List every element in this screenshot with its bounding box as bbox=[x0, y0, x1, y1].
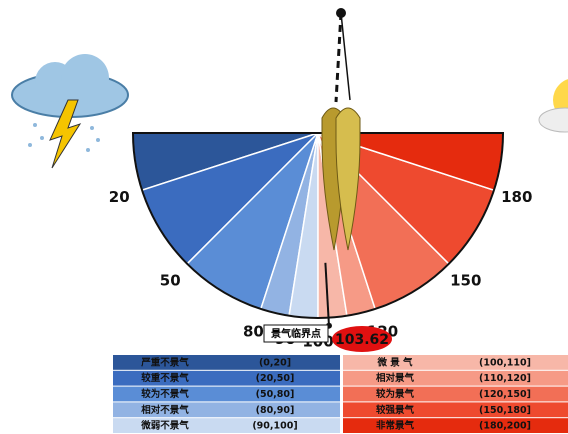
sector-range: (80,90] bbox=[256, 405, 295, 416]
sector-range: (180,200] bbox=[479, 421, 531, 432]
tick-label: 150 bbox=[450, 271, 481, 289]
tick-label: 80 bbox=[243, 322, 264, 340]
sector-name: 微弱不景气 bbox=[140, 420, 189, 432]
sun-icon bbox=[539, 78, 568, 132]
sector-name: 微 景 气 bbox=[376, 356, 413, 368]
sector-name: 非常景气 bbox=[376, 420, 415, 432]
sector-name: 严重不景气 bbox=[140, 356, 189, 368]
sector-name: 较为景气 bbox=[376, 388, 415, 400]
sector-name: 相对景气 bbox=[376, 372, 415, 384]
tick-label: 50 bbox=[160, 271, 181, 289]
sector-range: (100,110] bbox=[479, 357, 531, 368]
sector-name: 较强景气 bbox=[376, 404, 415, 416]
sector-range: (110,120] bbox=[479, 373, 531, 384]
gauge-chart: 20508090100110120150180 景气临界点103.62 严重不景… bbox=[0, 0, 568, 434]
sector-range: (0,20] bbox=[259, 357, 291, 368]
sector-range: (50,80] bbox=[256, 389, 295, 400]
sector-name: 较为不景气 bbox=[141, 388, 189, 400]
tick-label: 20 bbox=[109, 188, 130, 206]
sector-range: (20,50] bbox=[256, 373, 295, 384]
sector-range: (150,180] bbox=[479, 405, 531, 416]
sector-range: (90,100] bbox=[252, 421, 297, 432]
sector-name: 相对不景气 bbox=[141, 404, 189, 416]
sector-name: 较重不景气 bbox=[141, 372, 189, 384]
sector-range: (120,150] bbox=[479, 389, 531, 400]
tick-label: 180 bbox=[501, 188, 532, 206]
storm-icon bbox=[12, 54, 128, 168]
value-caption: 景气临界点 bbox=[271, 327, 321, 340]
value-label: 103.62 bbox=[335, 332, 389, 348]
